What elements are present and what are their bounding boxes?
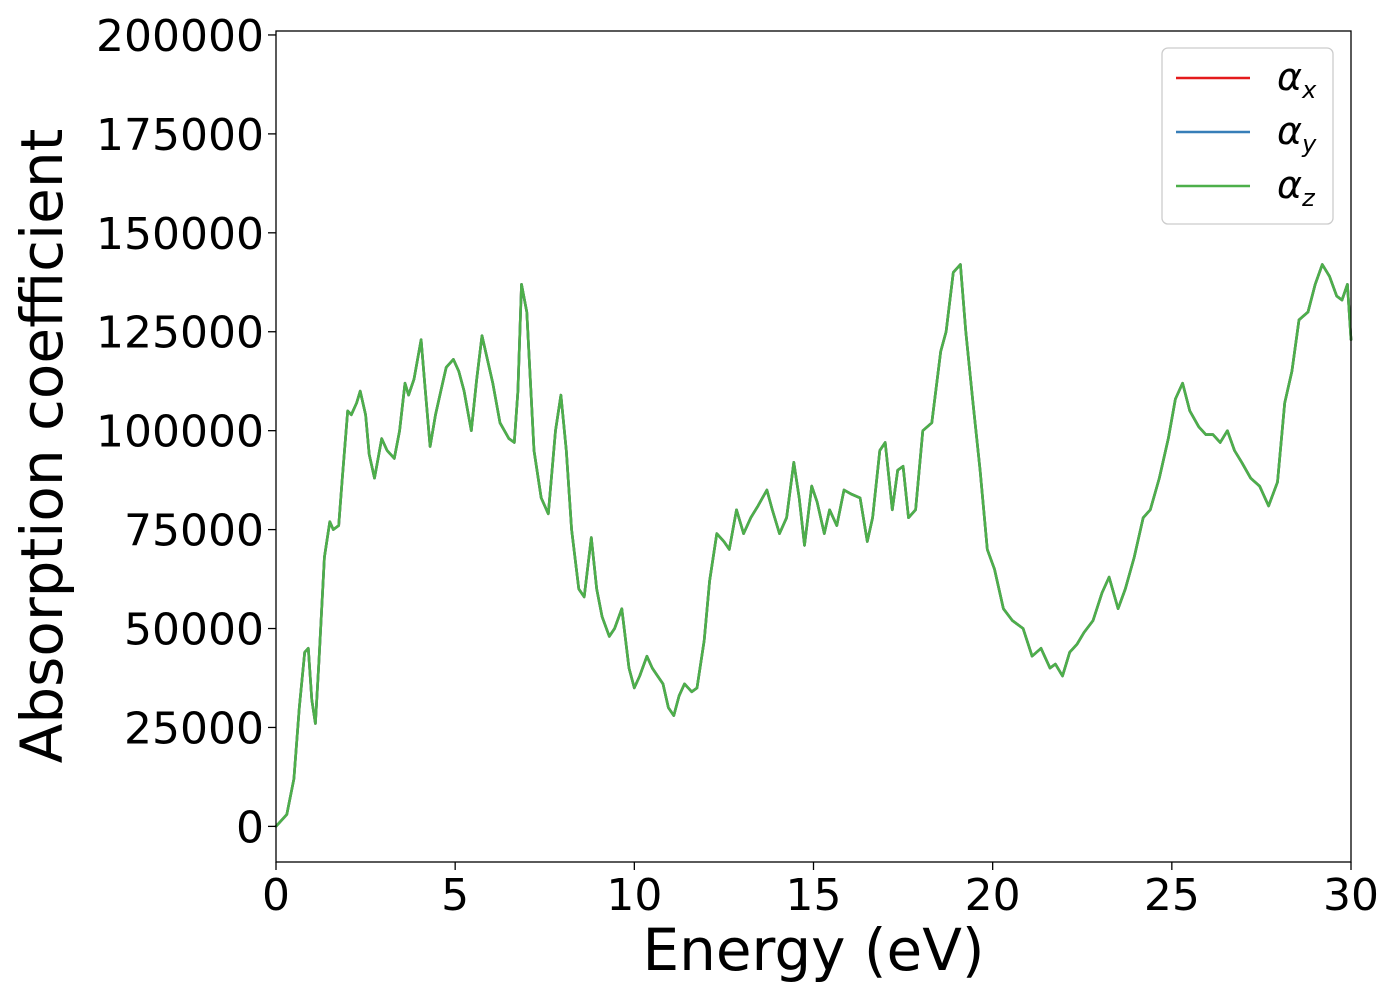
legend-symbol: α <box>1277 55 1302 99</box>
y-tick-label: 50000 <box>124 605 264 656</box>
legend-box <box>1161 47 1334 225</box>
y-tick-label: 150000 <box>96 209 264 260</box>
x-tick-label: 25 <box>1144 870 1200 921</box>
x-tick-label: 5 <box>441 870 469 921</box>
series-layer <box>274 263 1353 828</box>
x-axis-title: Energy (eV) <box>642 916 984 984</box>
x-tick-label: 10 <box>606 870 662 921</box>
series-line-alpha-z <box>274 263 1353 828</box>
y-tick-label: 75000 <box>124 506 264 557</box>
y-axis-title: Absorption coefficient <box>8 129 76 764</box>
legend-label: αx <box>1277 55 1317 104</box>
x-tick-label: 15 <box>786 870 842 921</box>
y-tick-label: 25000 <box>124 703 264 754</box>
legend-subscript: y <box>1301 130 1317 158</box>
y-tick-label: 100000 <box>96 407 264 458</box>
y-tick-label: 175000 <box>96 110 264 161</box>
x-axis: 0 5 10 15 20 25 30 <box>262 862 1379 921</box>
legend-label: αy <box>1277 109 1317 158</box>
x-tick-label: 20 <box>965 870 1021 921</box>
legend-symbol: α <box>1277 163 1302 207</box>
x-tick-label: 0 <box>262 870 290 921</box>
y-axis: 0 25000 50000 75000 100000 125000 150000 175000… <box>96 11 276 853</box>
y-tick-label: 200000 <box>96 11 264 62</box>
y-tick-label: 125000 <box>96 308 264 359</box>
legend-subscript: x <box>1301 76 1317 104</box>
legend-subscript: z <box>1301 184 1316 212</box>
legend-symbol: α <box>1277 109 1302 153</box>
x-tick-label: 30 <box>1323 870 1379 921</box>
y-tick-label: 0 <box>236 802 264 853</box>
legend-label: αz <box>1277 163 1316 212</box>
